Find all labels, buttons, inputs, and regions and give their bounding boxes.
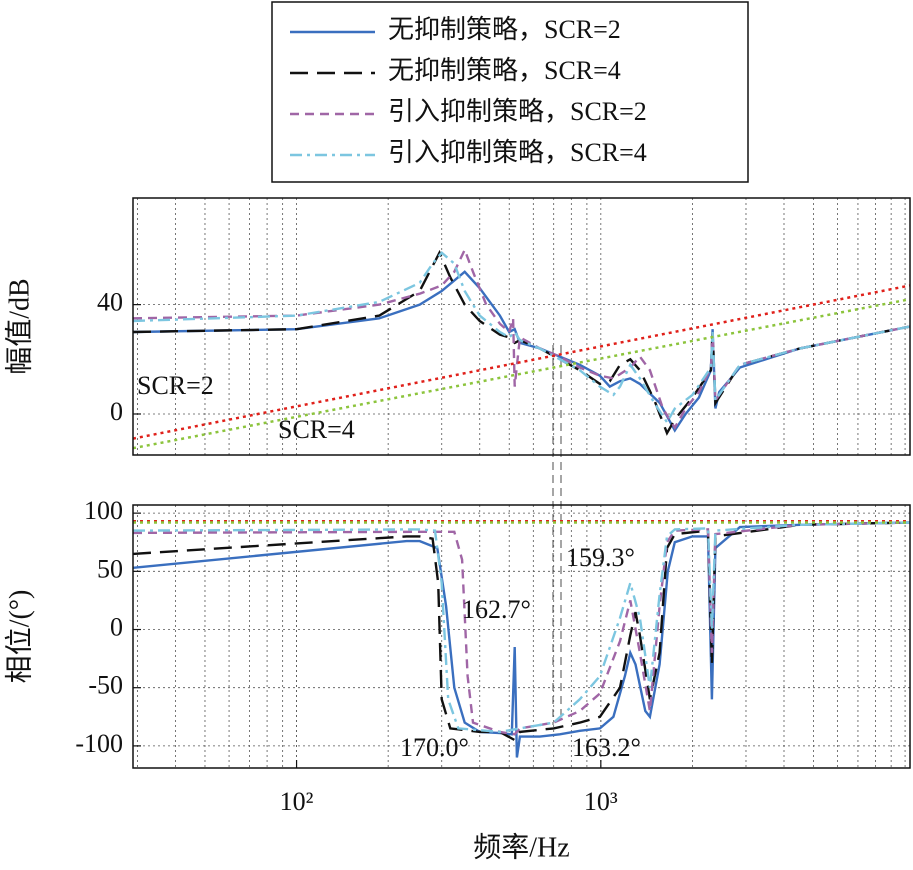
series-line bbox=[133, 297, 910, 450]
y-tick-label: 40 bbox=[97, 288, 123, 317]
annotation: 163.2° bbox=[572, 733, 641, 762]
legend-label: 引入抑制策略，SCR=4 bbox=[388, 138, 647, 167]
gap-markers bbox=[552, 345, 562, 725]
plot-frame bbox=[132, 504, 911, 769]
y-tick-label: 0 bbox=[110, 397, 123, 426]
x-tick-label: 10² bbox=[280, 787, 314, 816]
y-tick-label: 0 bbox=[110, 612, 123, 641]
plot-lines bbox=[133, 246, 910, 450]
series-line bbox=[133, 521, 910, 734]
series-line bbox=[133, 284, 910, 440]
legend-label: 引入抑制策略，SCR=2 bbox=[388, 97, 647, 126]
annotation: SCR=2 bbox=[137, 371, 214, 400]
plot-lines bbox=[133, 520, 910, 758]
y-axis-label: 幅值/dB bbox=[3, 278, 35, 374]
series-line bbox=[133, 521, 910, 742]
y-tick-label: 50 bbox=[97, 554, 123, 583]
annotation: 159.3° bbox=[566, 543, 635, 572]
series-line bbox=[133, 250, 910, 425]
legend-label: 无抑制策略，SCR=4 bbox=[388, 56, 621, 85]
annotation: 170.0° bbox=[400, 733, 469, 762]
y-axis-label: 相位/(°) bbox=[3, 590, 35, 684]
annotation: SCR=4 bbox=[278, 415, 355, 444]
x-tick-label: 10³ bbox=[584, 787, 618, 816]
y-tick-label: -50 bbox=[88, 671, 123, 700]
y-tick-label: -100 bbox=[75, 729, 123, 758]
annotation: 162.7° bbox=[462, 595, 531, 624]
series-line bbox=[133, 521, 910, 758]
x-axis-label: 频率/Hz bbox=[473, 831, 569, 863]
legend-label: 无抑制策略，SCR=2 bbox=[388, 15, 621, 44]
plot-frame bbox=[132, 197, 911, 456]
y-tick-label: 100 bbox=[84, 496, 123, 525]
series-line bbox=[133, 521, 910, 736]
